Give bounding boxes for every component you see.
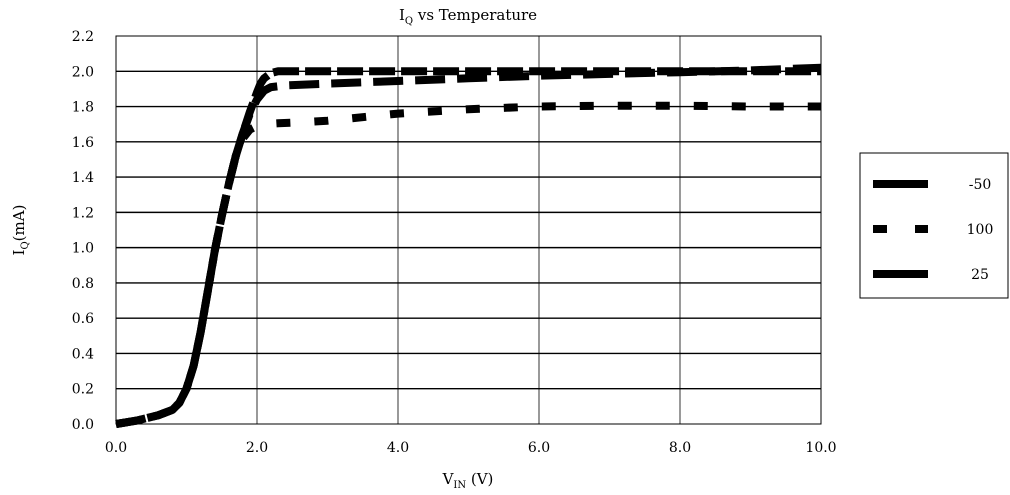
legend-item: 25 [873,267,989,283]
y-tick-label: 0.8 [72,276,94,292]
legend-item: 100 [873,222,993,238]
series-group [115,63,822,428]
legend-label: 25 [971,267,989,283]
x-tick-label: 4.0 [387,440,409,456]
y-tick-label: 2.0 [72,64,94,80]
y-tick-labels: 0.0 0.2 0.4 0.6 0.8 1.0 1.2 1.4 1.6 1.8 2.0 2.2 [72,29,94,433]
x-axis-label: VIN (V) [442,470,494,491]
x-tick-label: 6.0 [528,440,550,456]
y-tick-label: 0.4 [72,346,94,362]
x-tick-label: 0.0 [105,440,127,456]
y-tick-label: 1.0 [72,241,94,257]
y-tick-label: 0.2 [72,382,94,398]
y-tick-label: 1.8 [72,100,94,116]
legend: -50 100 25 [859,152,1009,299]
legend-label: -50 [969,177,992,193]
y-tick-label: 1.2 [72,205,94,221]
x-tick-label: 10.0 [805,440,836,456]
y-tick-label: 2.2 [72,29,94,45]
x-tick-labels: 0.0 2.0 4.0 6.0 8.0 10.0 [105,440,837,456]
x-tick-label: 2.0 [246,440,268,456]
series-line [115,63,822,428]
legend-label: 100 [967,222,994,238]
x-tick-label: 8.0 [669,440,691,456]
series-line [115,101,821,428]
y-tick-label: 1.6 [72,135,94,151]
plot-area-border [115,35,822,425]
legend-item: -50 [873,177,991,193]
y-tick-label: 0.0 [72,417,94,433]
chart-title: IQ vs Temperature [399,6,537,27]
y-tick-label: 0.6 [72,311,94,327]
y-axis-label: IQ(mA) [10,205,31,256]
y-tick-label: 1.4 [72,170,94,186]
